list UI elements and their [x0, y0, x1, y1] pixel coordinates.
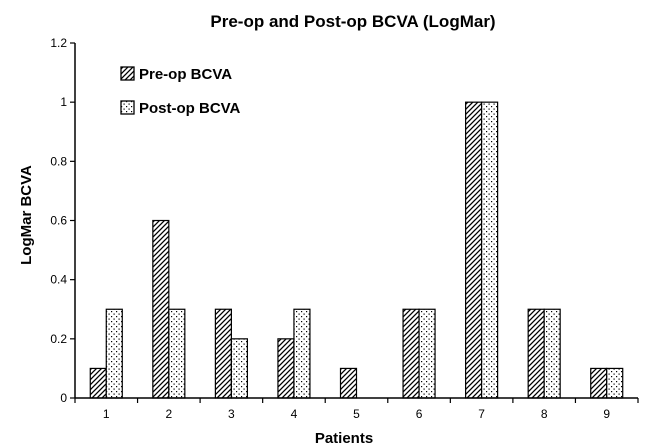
bar-post-op-patient-3: [230, 338, 248, 399]
bar-post-op-patient-6: [418, 308, 436, 399]
bar-post-op-patient-2: [168, 308, 186, 399]
x-tick-label: 5: [353, 407, 360, 421]
x-tick-label: 1: [103, 407, 110, 421]
bar-pre-op-patient-4: [277, 338, 295, 399]
y-tick-label: 0.2: [50, 332, 67, 346]
y-tick-label: 0.6: [50, 214, 67, 228]
legend: Pre-op BCVA Post-op BCVA: [120, 66, 241, 117]
y-tick-label: 1.2: [50, 36, 67, 50]
y-tick-label: 0.8: [50, 154, 67, 168]
bar-post-op-patient-1: [105, 308, 123, 399]
legend-swatch-pre-op: [120, 66, 135, 81]
bars-group: [89, 101, 624, 399]
chart-title: Pre-op and Post-op BCVA (LogMar): [210, 12, 495, 31]
bar-post-op-patient-7: [481, 101, 499, 399]
y-tick-label: 1: [60, 95, 67, 109]
legend-label-pre-op: Pre-op BCVA: [139, 66, 232, 83]
bar-pre-op-patient-1: [89, 367, 107, 399]
y-tick-label: 0: [60, 391, 67, 405]
bar-pre-op-patient-9: [590, 367, 608, 399]
bar-pre-op-patient-2: [152, 219, 170, 399]
bar-pre-op-patient-7: [465, 101, 483, 399]
y-axis-label: LogMar BCVA: [18, 165, 35, 265]
x-tick-label: 7: [478, 407, 485, 421]
legend-swatch-post-op: [120, 100, 135, 115]
legend-label-post-op: Post-op BCVA: [139, 100, 241, 117]
y-tick-label: 0.4: [50, 273, 67, 287]
ticks-group: 0 0.2 0.4 0.6 0.8 1 1.2 1 2 3 4 5 6 7 8 9: [50, 36, 639, 421]
bar-post-op-patient-8: [543, 308, 561, 399]
x-axis-label: Patients: [315, 430, 373, 446]
bar-pre-op-patient-8: [527, 308, 545, 399]
x-tick-label: 4: [291, 407, 298, 421]
bar-pre-op-patient-3: [214, 308, 232, 399]
bar-pre-op-patient-6: [402, 308, 420, 399]
x-tick-label: 2: [165, 407, 172, 421]
bar-post-op-patient-4: [293, 308, 311, 399]
x-tick-label: 3: [228, 407, 235, 421]
bar-post-op-patient-9: [606, 367, 624, 399]
x-tick-label: 6: [416, 407, 423, 421]
x-tick-label: 8: [541, 407, 548, 421]
x-tick-label: 9: [603, 407, 610, 421]
bar-pre-op-patient-5: [339, 367, 358, 399]
